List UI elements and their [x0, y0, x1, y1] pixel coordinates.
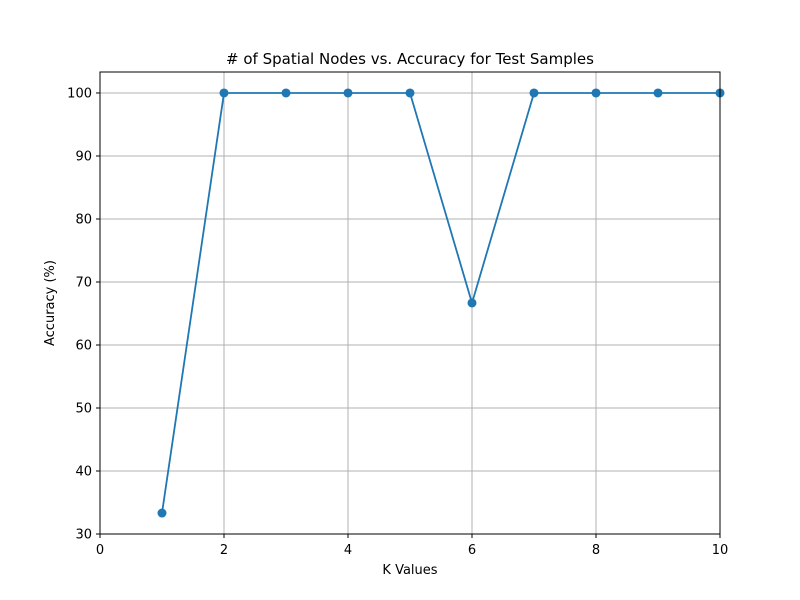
- x-tick-label: 6: [468, 543, 476, 558]
- data-point: [653, 88, 663, 98]
- plot-frame: [99, 71, 721, 535]
- y-tick-label: 90: [75, 149, 92, 164]
- series-line: [161, 92, 720, 514]
- x-tick-label: 10: [712, 543, 729, 558]
- data-point: [529, 88, 539, 98]
- chart-title: # of Spatial Nodes vs. Accuracy for Test…: [226, 50, 594, 68]
- y-axis-label: Accuracy (%): [43, 260, 58, 346]
- x-tick-label: 8: [592, 543, 600, 558]
- x-tick-label: 2: [220, 543, 228, 558]
- data-point: [467, 298, 477, 308]
- y-tick-label: 30: [75, 528, 92, 543]
- data-point: [219, 88, 229, 98]
- y-tick-label: 80: [75, 212, 92, 227]
- data-point: [405, 88, 415, 98]
- y-tick-label: 40: [75, 464, 92, 479]
- y-tick-label: 100: [67, 86, 92, 101]
- data-point: [343, 88, 353, 98]
- data-point: [281, 88, 291, 98]
- series-layer: [157, 88, 725, 518]
- ticks: 0 2 4 6 8 10 30 40 50 60 70 80 90 100: [67, 86, 728, 558]
- y-tick-label: 50: [75, 401, 92, 416]
- x-axis-label: K Values: [382, 563, 437, 578]
- data-point: [157, 508, 167, 518]
- x-tick-label: 0: [96, 543, 104, 558]
- y-tick-label: 60: [75, 338, 92, 353]
- y-tick-label: 70: [75, 275, 92, 290]
- data-point: [591, 88, 601, 98]
- x-tick-label: 4: [344, 543, 352, 558]
